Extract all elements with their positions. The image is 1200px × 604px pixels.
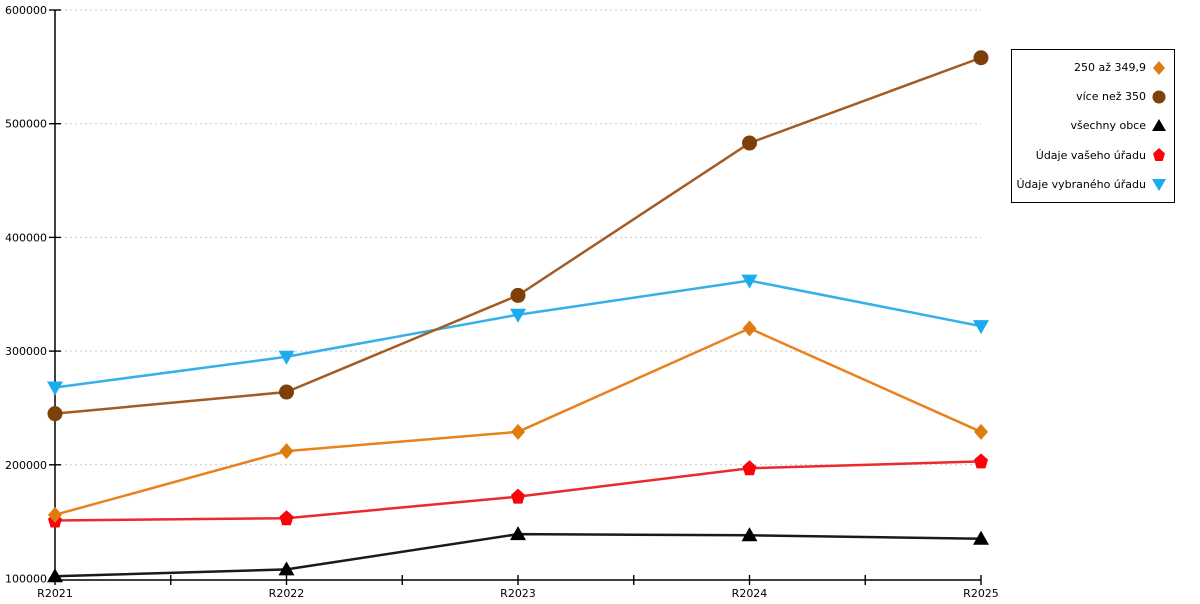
x-tick-label: R2025 — [963, 587, 999, 600]
data-point-marker — [742, 320, 757, 337]
legend-label: 250 až 349,9 — [1074, 61, 1146, 75]
legend: 250 až 349,9 více než 350 všechny obce Údaj… — [1011, 49, 1175, 203]
y-tick-label: 500000 — [5, 118, 47, 131]
series-line — [54, 532, 982, 578]
data-point-marker — [511, 423, 525, 440]
data-point-marker — [973, 530, 989, 545]
gridlines — [55, 9, 981, 466]
series-line — [54, 327, 982, 517]
data-point-marker — [510, 287, 526, 303]
circle-icon — [1152, 90, 1166, 104]
data-point-marker — [741, 274, 758, 289]
legend-item: Údaje vašeho úřadu — [1012, 147, 1174, 163]
y-tick-label: 400000 — [5, 231, 47, 244]
triangle-up-icon — [1152, 118, 1166, 131]
legend-marker — [1153, 148, 1165, 162]
x-tick-label: R2024 — [732, 587, 768, 600]
data-point-marker — [279, 384, 294, 400]
data-point-marker — [973, 320, 989, 335]
data-point-marker — [279, 443, 294, 460]
legend-item: 250 až 349,9 — [1012, 60, 1174, 76]
data-point-marker — [279, 510, 294, 526]
diamond-icon — [1153, 60, 1165, 75]
legend-item: všechny obce — [1012, 118, 1174, 134]
legend-marker — [1152, 179, 1166, 192]
series-diamond — [48, 320, 988, 523]
data-point-marker — [742, 460, 757, 476]
x-tick-label: R2023 — [500, 587, 536, 600]
data-point-marker — [511, 488, 525, 504]
data-point-marker — [278, 561, 295, 576]
data-point-marker — [974, 453, 988, 469]
data-point-marker — [47, 568, 63, 583]
x-tick-label: R2022 — [269, 587, 305, 600]
data-point-marker — [742, 135, 757, 151]
legend-marker — [1152, 90, 1166, 104]
legend-item: více než 350 — [1012, 89, 1174, 105]
y-tick-label: 200000 — [5, 459, 47, 472]
triangle-down-icon — [1152, 179, 1166, 192]
x-tick-label: R2021 — [37, 587, 73, 600]
data-point-marker — [278, 350, 295, 365]
legend-label: Údaje vašeho úřadu — [1035, 148, 1146, 162]
legend-label: více než 350 — [1076, 90, 1146, 104]
legend-label: Údaje vybraného úřadu — [1016, 177, 1147, 191]
data-point-marker — [974, 423, 988, 440]
series-pentagon — [48, 453, 988, 528]
data-point-marker — [741, 527, 758, 542]
data-point-marker — [47, 406, 63, 422]
series-line — [54, 56, 982, 415]
axes: 100000 200000 300000 400000 500000 600000 R202… — [5, 4, 999, 600]
pentagon-icon — [1153, 148, 1165, 162]
legend-marker — [1153, 60, 1165, 75]
series-circle — [47, 50, 989, 422]
data-point-marker — [47, 381, 63, 396]
y-tick-label: 300000 — [5, 345, 47, 358]
series-triangle-down — [47, 274, 989, 396]
series-triangle-up — [47, 526, 989, 583]
data-point-marker — [510, 526, 526, 541]
legend-marker — [1152, 118, 1166, 131]
data-point-marker — [973, 50, 989, 66]
y-tick-label: 100000 — [5, 573, 47, 586]
legend-item: Údaje vybraného úřadu — [1012, 176, 1174, 192]
y-tick-label: 600000 — [5, 4, 47, 17]
data-point-marker — [510, 308, 526, 323]
data-point-marker — [48, 506, 62, 523]
legend-label: všechny obce — [1070, 119, 1146, 133]
